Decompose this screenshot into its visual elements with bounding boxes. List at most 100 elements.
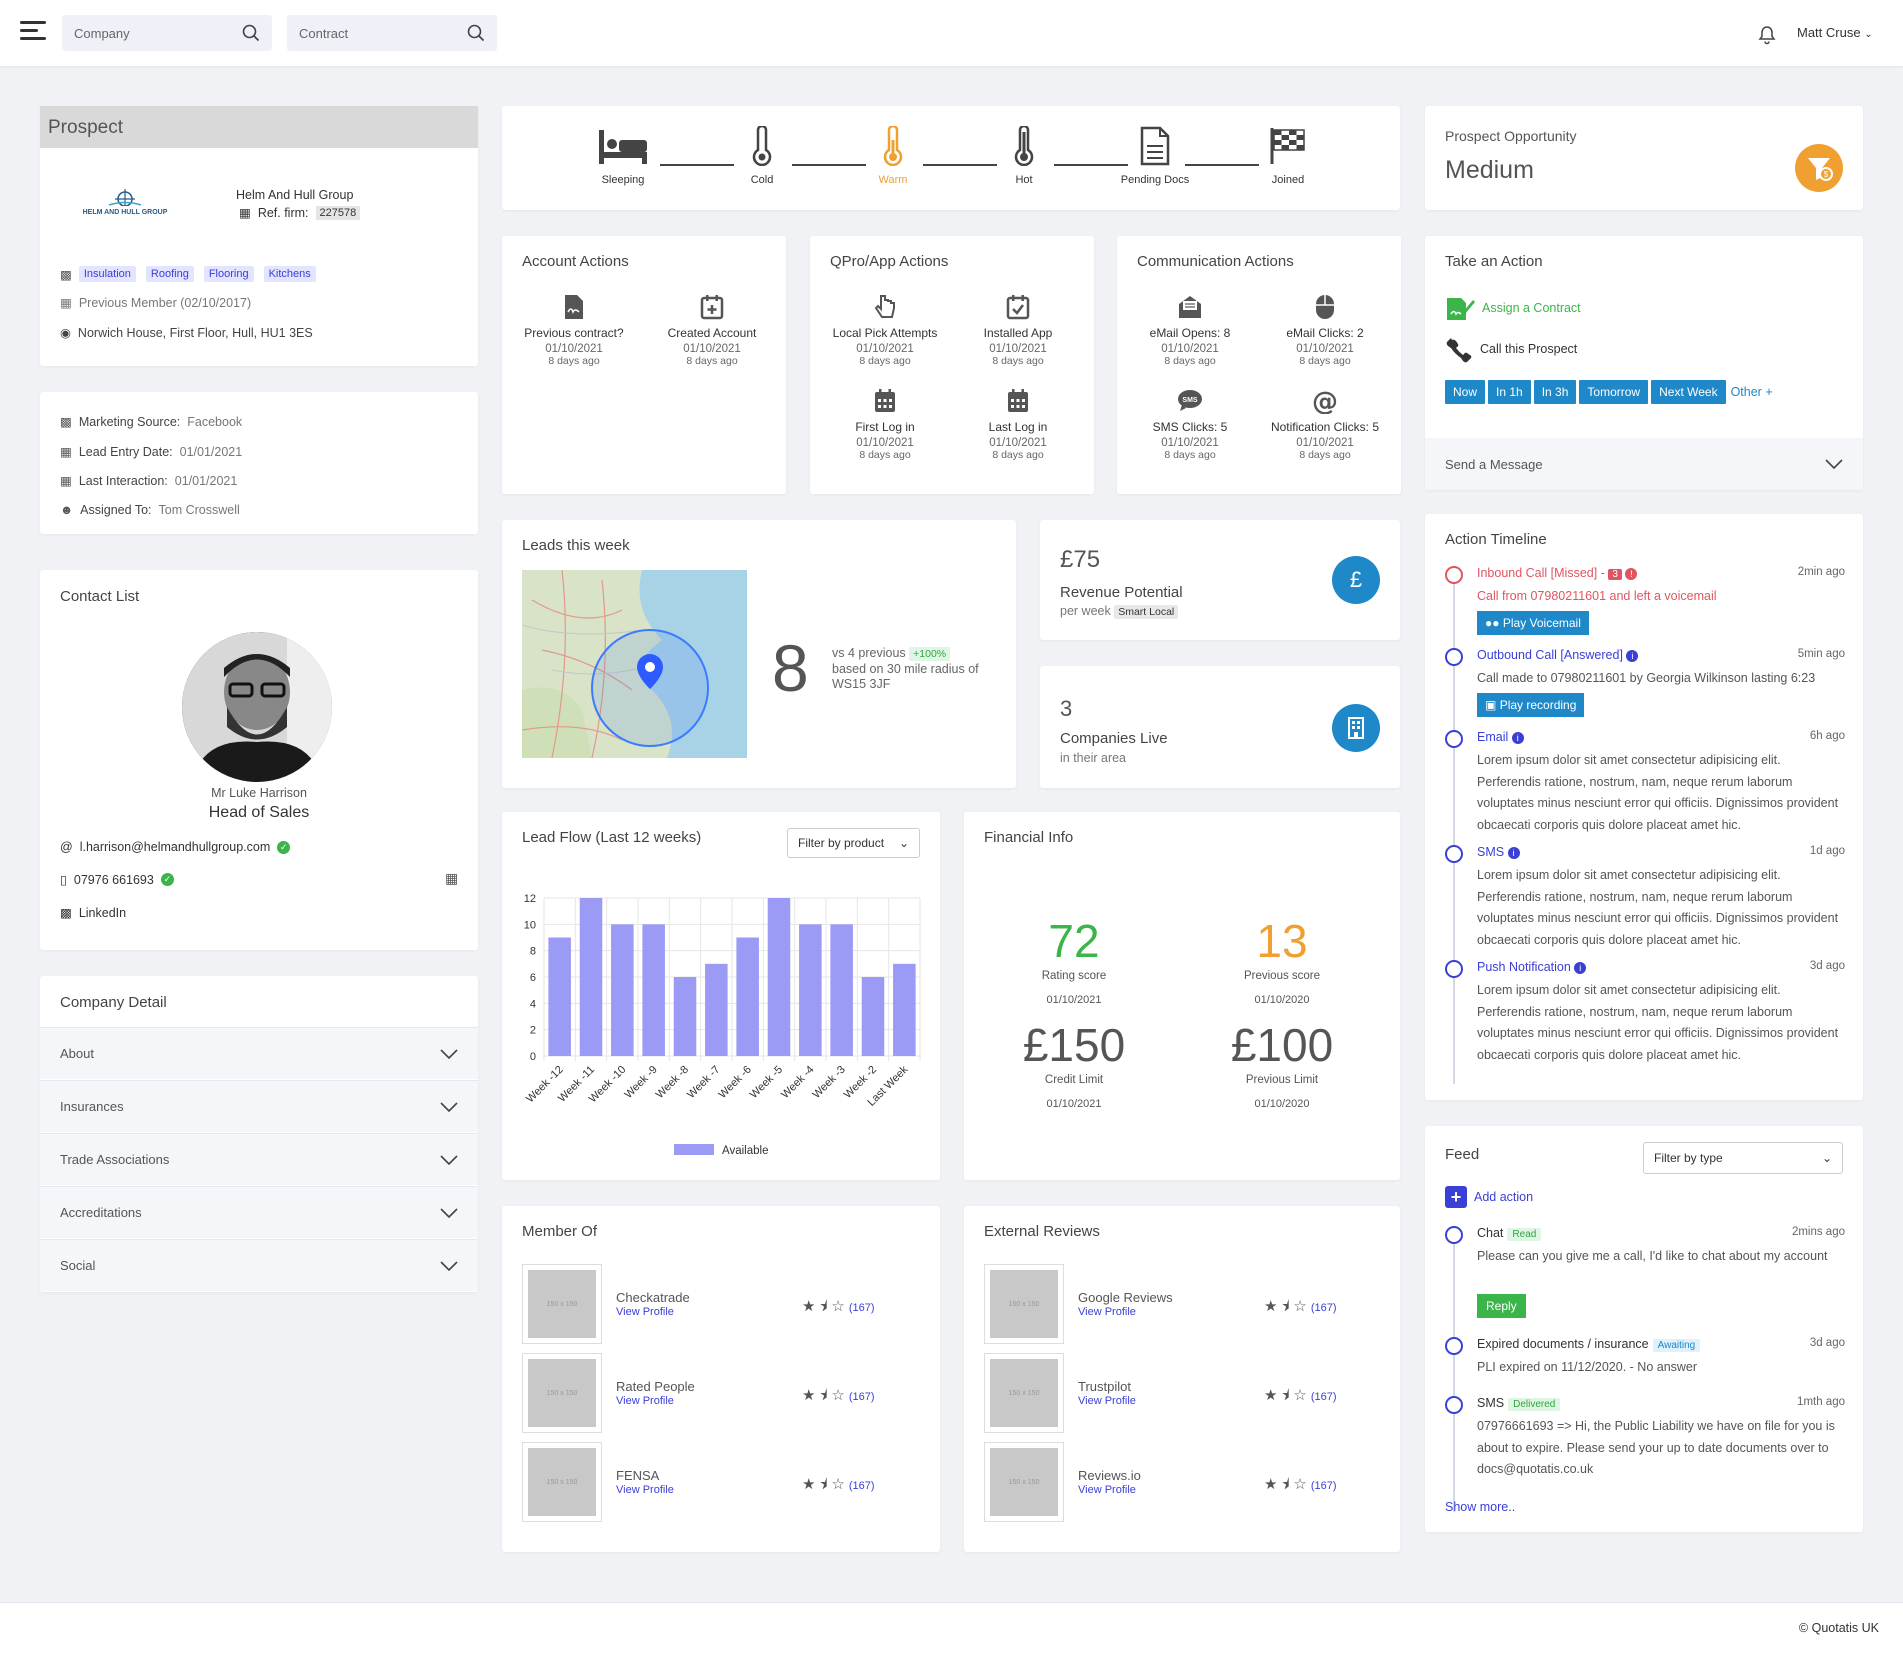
user-menu[interactable]: Matt Cruse ⌄ (1797, 25, 1873, 40)
reply-button[interactable]: Reply (1477, 1294, 1526, 1318)
tag[interactable]: Kitchens (263, 266, 316, 282)
star-half-icon: ⯨ (819, 1298, 832, 1315)
accordion-trade-associations[interactable]: Trade Associations (40, 1133, 478, 1185)
product-filter-select[interactable]: Filter by product ⌄ (787, 828, 920, 858)
view-profile-link[interactable]: View Profile (616, 1306, 674, 1318)
send-message-toggle[interactable]: Send a Message (1425, 438, 1863, 490)
view-profile-link[interactable]: View Profile (1078, 1306, 1136, 1318)
linkedin-text[interactable]: LinkedIn (78, 905, 127, 920)
feed-type-filter[interactable]: Filter by type ⌄ (1643, 1142, 1843, 1174)
call-prospect-link[interactable]: Call this Prospect (1445, 335, 1577, 363)
last-value: 01/01/2021 (174, 473, 238, 488)
funnel-money-icon: $ (1795, 144, 1843, 192)
view-profile-link[interactable]: View Profile (1078, 1395, 1136, 1407)
review-count[interactable]: (167) (1310, 1391, 1337, 1403)
stage-label: Sleeping (601, 174, 645, 186)
phone-text[interactable]: 07976 661693 (73, 872, 154, 887)
accordion-about[interactable]: About (40, 1027, 478, 1079)
mobile-icon: ▯ (60, 873, 67, 887)
view-profile-link[interactable]: View Profile (616, 1395, 674, 1407)
timeline-head[interactable]: Outbound Call [Answered] i (1477, 648, 1639, 662)
source-label: Marketing Source: (78, 414, 181, 429)
marketing-card: ▩ Marketing Source: Facebook ▦ Lead Entry D… (40, 392, 478, 534)
x-tick-label: Week -4 (779, 1064, 816, 1101)
review-count[interactable]: (167) (848, 1391, 875, 1403)
leads-map[interactable] (522, 570, 747, 758)
action-label: SMS Clicks: 5 (1152, 420, 1228, 434)
action-date: 01/10/2021 (683, 343, 741, 355)
search-icon[interactable] (242, 24, 260, 42)
play-voicemail-button[interactable]: ●● Play Voicemail (1477, 611, 1589, 635)
timeline-head[interactable]: SMS i (1477, 845, 1520, 859)
timeline-head[interactable]: Push Notification i (1477, 960, 1587, 974)
review-count[interactable]: (167) (1310, 1480, 1337, 1492)
menu-icon[interactable] (20, 21, 46, 43)
industry-icon: ▩ (60, 267, 72, 282)
stage-pending-docs[interactable]: Pending Docs (1110, 126, 1200, 186)
calendar-icon: ▦ (60, 474, 72, 488)
view-profile-link[interactable]: View Profile (616, 1484, 674, 1496)
calendar-check-icon (1006, 295, 1030, 320)
star-empty-icon: ☆ (831, 1298, 849, 1315)
assign-contract-link[interactable]: Assign a Contract (1445, 294, 1581, 322)
call-in-3h-button[interactable]: In 3h (1533, 380, 1577, 404)
stage-sleeping[interactable]: Sleeping (578, 126, 668, 186)
lead-label: Lead Entry Date: (78, 444, 173, 459)
stage-connector (923, 164, 997, 166)
thermometer-icon (1014, 126, 1034, 166)
previous-date: 01/10/2020 (1254, 994, 1310, 1006)
tag[interactable]: Flooring (203, 266, 254, 282)
view-profile-link[interactable]: View Profile (1078, 1484, 1136, 1496)
review-count[interactable]: (167) (848, 1480, 875, 1492)
accordion-insurances[interactable]: Insurances (40, 1080, 478, 1132)
bar (799, 924, 822, 1056)
stage-joined[interactable]: Joined (1243, 126, 1333, 186)
stage-warm[interactable]: Warm (848, 126, 938, 186)
timeline-head-text: Outbound Call [Answered] (1477, 648, 1623, 662)
contract-search-input[interactable]: Contract (287, 15, 497, 51)
bar (579, 898, 603, 1056)
y-tick-label: 0 (530, 1051, 536, 1063)
timeline-head[interactable]: Email i (1477, 730, 1524, 744)
contact-linkedin[interactable]: ▩ LinkedIn (60, 905, 127, 921)
account-actions-title: Account Actions (522, 253, 629, 270)
company-logo: HELM AND HULL GROUP (80, 188, 170, 222)
x-tick-label: Week -5 (748, 1064, 785, 1101)
member-name: Checkatrade (616, 1290, 690, 1305)
leads-change-badge: +100% (909, 647, 951, 661)
tag[interactable]: Insulation (78, 266, 136, 282)
call-now-button[interactable]: Now (1445, 380, 1486, 404)
review-count[interactable]: (167) (848, 1302, 875, 1314)
show-more-link[interactable]: Show more.. (1445, 1500, 1516, 1514)
search-icon[interactable] (467, 24, 485, 42)
play-recording-button[interactable]: ▣ Play recording (1477, 693, 1585, 717)
contact-name: Mr Luke Harrison (211, 786, 307, 800)
review-thumbnail: 150 x 150 (984, 1264, 1064, 1344)
email-text[interactable]: l.harrison@helmandhullgroup.com (79, 840, 271, 854)
contact-email[interactable]: @ l.harrison@helmandhullgroup.com ✓ (60, 840, 291, 854)
feed-when: 3d ago (1809, 1337, 1845, 1349)
stage-cold[interactable]: Cold (717, 126, 807, 186)
tag[interactable]: Roofing (145, 266, 194, 282)
call-tomorrow-button[interactable]: Tomorrow (1579, 380, 1649, 404)
accordion-social[interactable]: Social (40, 1239, 478, 1291)
accordion-label: About (60, 1046, 94, 1061)
call-other-link[interactable]: Other + (1730, 385, 1773, 399)
timeline-body: Call from 07980211601 and left a voicema… (1477, 589, 1717, 603)
star-rating: ★⯨☆(167) (802, 1385, 875, 1410)
accordion-accreditations[interactable]: Accreditations (40, 1186, 478, 1238)
timeline-head[interactable]: Inbound Call [Missed] - 3 ! (1477, 566, 1638, 580)
action-label: Created Account (667, 326, 757, 340)
review-count[interactable]: (167) (1310, 1302, 1337, 1314)
call-in-1h-button[interactable]: In 1h (1488, 380, 1531, 404)
company-search-input[interactable]: Company (62, 15, 272, 51)
bar (893, 963, 916, 1056)
bell-icon[interactable] (1758, 25, 1776, 45)
calendar-icon[interactable]: ▦ (445, 870, 459, 886)
contact-phone[interactable]: ▯ 07976 661693 ✓ (60, 872, 174, 887)
action-label: Installed App (983, 326, 1053, 340)
call-next-week-button[interactable]: Next Week (1651, 380, 1726, 404)
stage-hot[interactable]: Hot (979, 126, 1069, 186)
add-action-link[interactable]: + Add action (1445, 1186, 1533, 1208)
company-detail-card: Company Detail About Insurances Trade As… (40, 976, 478, 1292)
